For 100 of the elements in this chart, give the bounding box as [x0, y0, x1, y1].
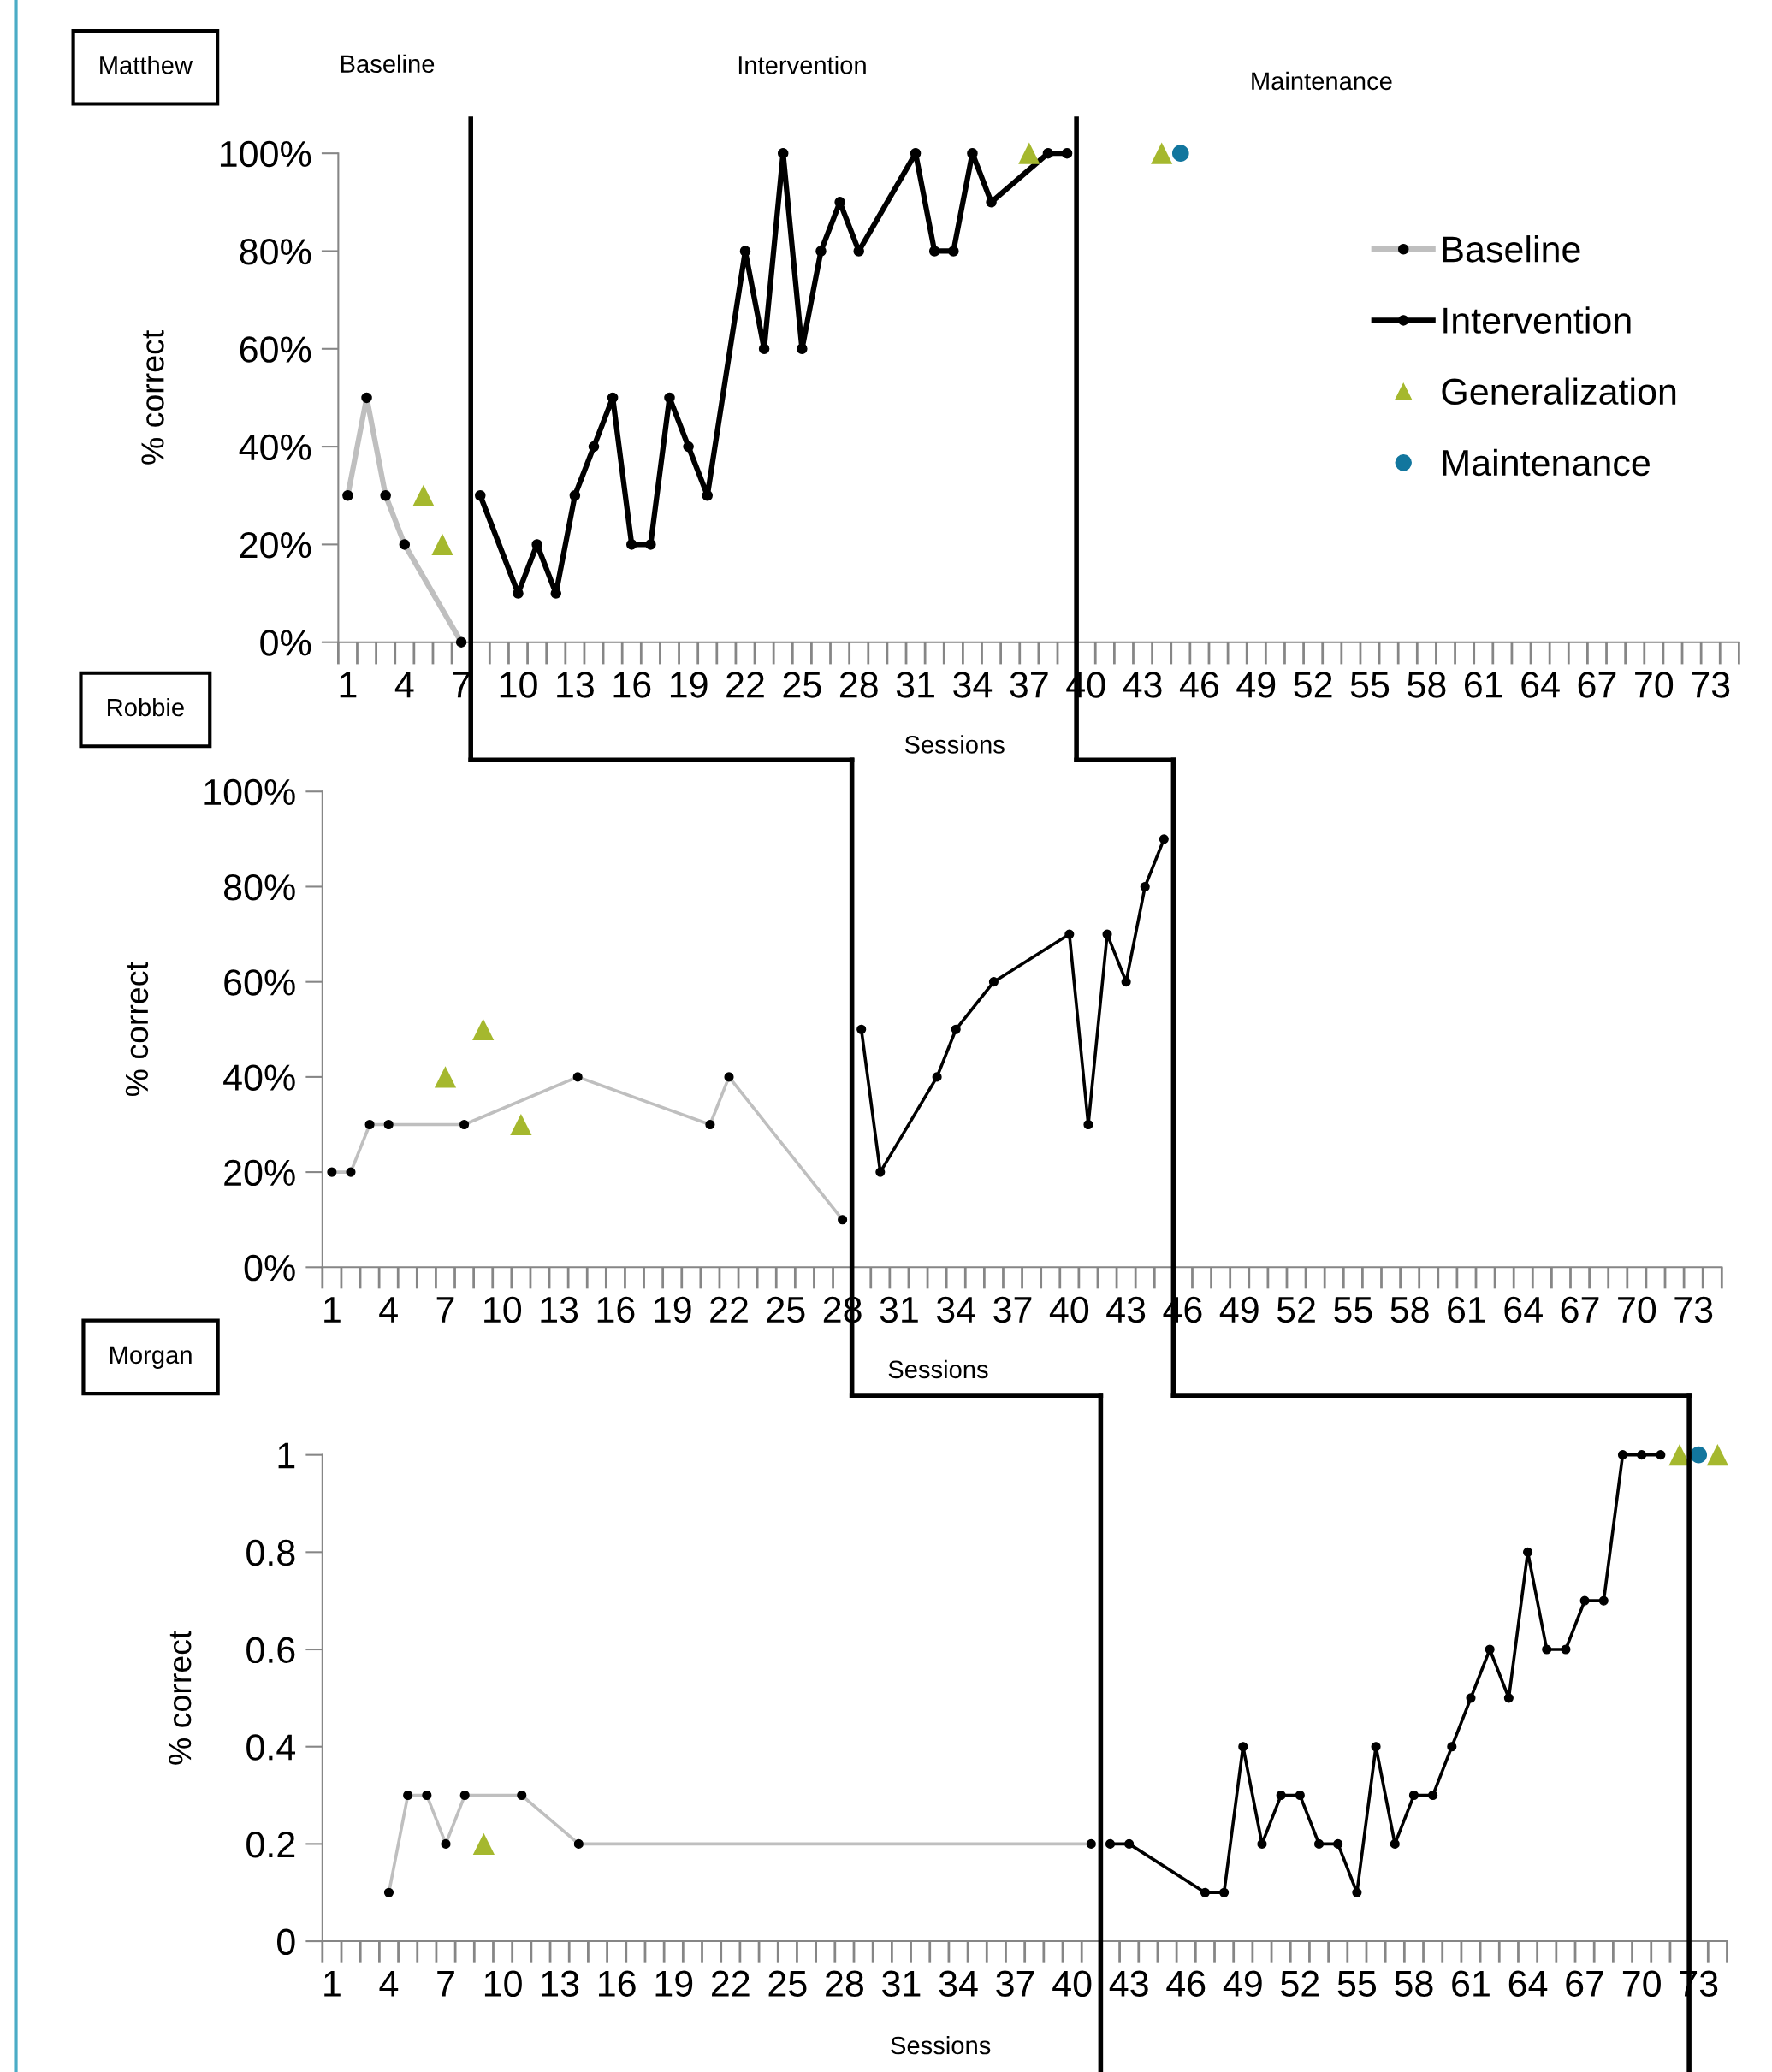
- x-tick-label: 13: [542, 1970, 579, 1998]
- legend-label: Maintenance: [1443, 448, 1650, 477]
- point: [1219, 1887, 1230, 1897]
- point: [1561, 1644, 1571, 1655]
- point: [550, 588, 562, 599]
- x-tick-label: 64: [1504, 1296, 1543, 1323]
- x-tick-label: 58: [1395, 1970, 1433, 1998]
- x-tick-label: 28: [826, 1970, 863, 1998]
- text: Baseline: [341, 54, 435, 74]
- legend-label: Generalization: [1442, 377, 1676, 406]
- x-tick-label: 49: [1236, 672, 1276, 698]
- point: [434, 1066, 457, 1088]
- point: [1121, 977, 1131, 987]
- x-tick-label: 22: [726, 672, 764, 698]
- point: [948, 246, 959, 257]
- x-tick-label: 4: [379, 1970, 399, 1997]
- point: [1257, 1838, 1267, 1849]
- x-tick-label: 34: [939, 1970, 978, 1998]
- x-tick-label: 4: [379, 1297, 398, 1323]
- point: [1061, 147, 1073, 159]
- point: [1390, 1838, 1400, 1849]
- point: [758, 343, 770, 355]
- point: [1371, 1742, 1381, 1752]
- y-tick-label: 100%: [204, 778, 295, 806]
- y-tick-label: 0%: [244, 1254, 295, 1282]
- y-tick-label: 80%: [223, 873, 295, 901]
- point: [1485, 1644, 1495, 1655]
- x-tick-label: 37: [993, 1296, 1032, 1323]
- x-tick-label: 16: [613, 672, 651, 698]
- x-tick-label: 22: [712, 1970, 750, 1997]
- point: [1018, 142, 1040, 164]
- chart-title: Morgan: [110, 1346, 192, 1369]
- point: [1159, 834, 1169, 844]
- y-tick-label: 40%: [223, 1064, 295, 1091]
- x-tick-label: 28: [839, 672, 878, 698]
- x-tick-label: 55: [1334, 1297, 1372, 1323]
- point: [625, 539, 637, 550]
- x-tick-label: 67: [1561, 1296, 1599, 1323]
- x-tick-label: 1: [340, 672, 357, 698]
- point: [1333, 1838, 1343, 1849]
- point: [856, 1024, 867, 1034]
- x-tick-label: 16: [597, 1296, 635, 1323]
- point: [928, 246, 940, 257]
- legend-label: Baseline: [1443, 235, 1580, 263]
- x-tick-label: 55: [1350, 672, 1390, 698]
- point: [1617, 1450, 1628, 1460]
- point: [951, 1024, 961, 1034]
- y-tick-label: 0%: [260, 630, 311, 656]
- x-tick-label: 37: [996, 1970, 1034, 1998]
- x-tick-label: 10: [500, 672, 537, 698]
- point: [1313, 1838, 1325, 1849]
- x-tick-label: 13: [541, 1296, 578, 1323]
- point: [1151, 142, 1173, 164]
- point: [815, 246, 827, 257]
- y-tick-label: 0: [277, 1928, 295, 1956]
- point: [588, 441, 600, 453]
- x-tick-label: 43: [1123, 672, 1162, 698]
- x-tick-label: 52: [1294, 672, 1332, 698]
- x-tick-label: 70: [1618, 1296, 1656, 1323]
- text: Intervention: [738, 56, 866, 74]
- x-tick-label: 7: [436, 1297, 454, 1323]
- y-tick-label: 0.6: [246, 1637, 295, 1664]
- point: [1690, 1446, 1708, 1464]
- point: [1200, 1887, 1210, 1897]
- point: [1171, 145, 1189, 162]
- point: [475, 489, 486, 501]
- y-tick-label: 1: [278, 1442, 295, 1469]
- point: [797, 343, 808, 355]
- point: [1064, 929, 1075, 939]
- point: [875, 1167, 886, 1177]
- point: [664, 392, 675, 404]
- x-tick-label: 40: [1052, 1970, 1092, 1998]
- y-tick-label: 0.8: [246, 1539, 295, 1566]
- point: [1579, 1595, 1590, 1606]
- x-tick-label: 46: [1179, 672, 1218, 698]
- x-tick-label: 61: [1448, 1296, 1485, 1323]
- x-tick-label: 52: [1281, 1970, 1319, 1998]
- x-tick-label: 64: [1521, 672, 1560, 698]
- point: [1408, 1790, 1419, 1801]
- point: [988, 977, 999, 987]
- point: [1140, 881, 1150, 892]
- point: [1637, 1450, 1647, 1460]
- point: [683, 441, 694, 453]
- point: [1042, 147, 1054, 159]
- x-tick-label: 4: [394, 672, 414, 698]
- point: [932, 1072, 942, 1082]
- y-tick-label: 60%: [240, 336, 311, 363]
- point: [1102, 929, 1112, 939]
- y-tick-label: 20%: [240, 531, 311, 559]
- point: [412, 484, 435, 506]
- x-tick-label: 25: [783, 672, 821, 698]
- point: [1105, 1838, 1116, 1849]
- point: [645, 539, 656, 550]
- y-tick-label: 40%: [239, 434, 311, 461]
- y-axis-title: % correct: [141, 330, 164, 465]
- x-tick-label: 49: [1223, 1970, 1262, 1998]
- x-tick-label: 46: [1166, 1970, 1206, 1998]
- x-tick-label: 67: [1578, 672, 1616, 698]
- point: [702, 489, 713, 501]
- x-tick-label: 52: [1277, 1296, 1315, 1323]
